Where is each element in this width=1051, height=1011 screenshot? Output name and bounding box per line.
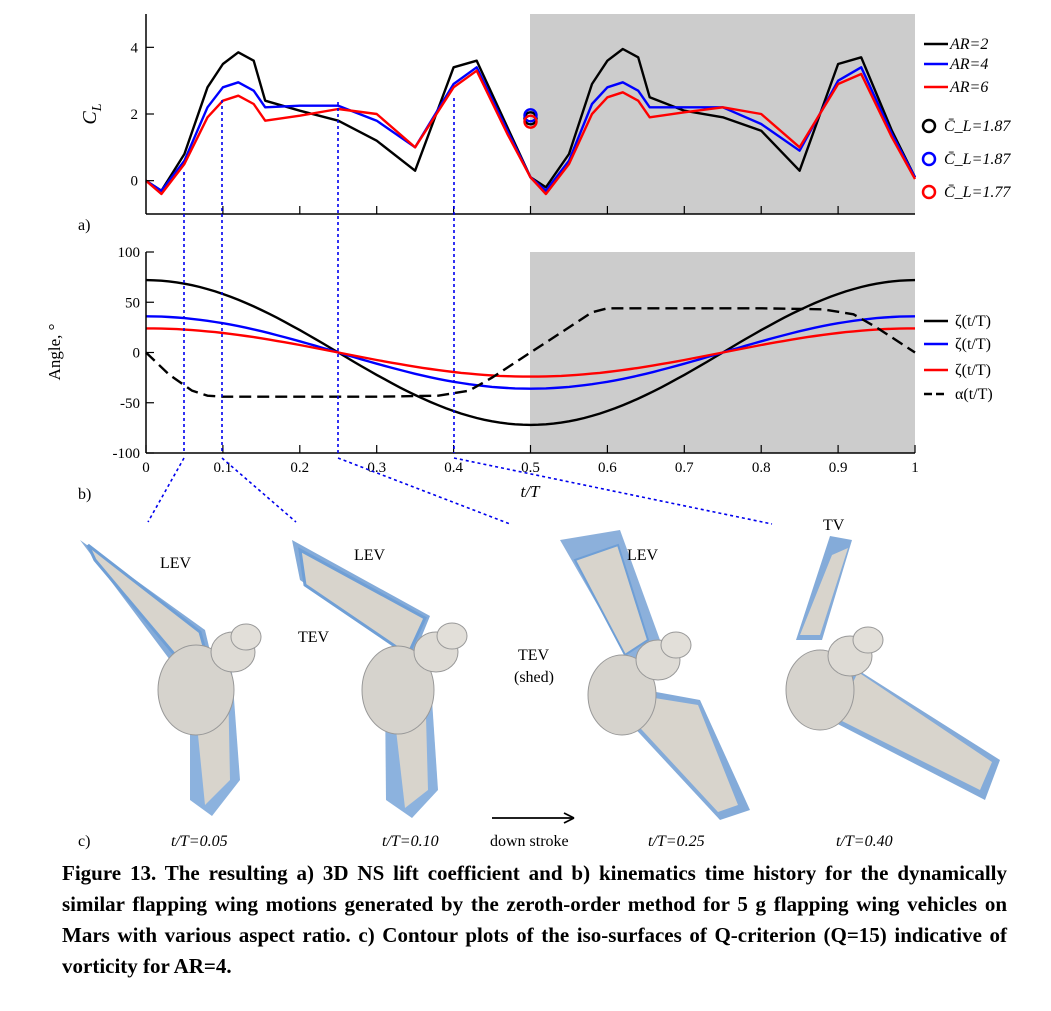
vorticity-snapshots: LEV LEV TEV LEV TEV (shed) TV t/T=0.05 t…: [78, 517, 1000, 850]
shaded-upstroke-a: [530, 14, 915, 214]
xtick-label-b-7: 0.7: [675, 460, 694, 476]
xtick-label-b-6: 0.6: [598, 460, 617, 476]
legend-ar6: AR=6: [949, 79, 988, 96]
label-lev-1: LEV: [160, 555, 192, 572]
panel-label-a: a): [78, 217, 90, 234]
legend-zeta-ar6: ζ(t/T): [955, 362, 991, 379]
label-lev-3: LEV: [627, 547, 659, 564]
label-tev-3: TEV: [518, 647, 550, 664]
legend-ar4: AR=4: [949, 56, 988, 73]
time-label-4: t/T=0.40: [836, 833, 893, 850]
legend-mean-ar4: C̄_L=1.87: [944, 151, 1011, 168]
time-label-3: t/T=0.25: [648, 833, 705, 850]
legend-ar2: AR=2: [949, 36, 988, 53]
time-label-2: t/T=0.10: [382, 833, 439, 850]
label-lev-2: LEV: [354, 547, 386, 564]
xtick-label-b-0: 0: [142, 460, 150, 476]
xtick-label-b-4: 0.4: [444, 460, 463, 476]
ytick-label-b-1: -50: [120, 396, 140, 412]
xtick-label-b-9: 0.9: [829, 460, 848, 476]
ytick-label-a-0: 0: [131, 174, 139, 190]
xtick-label-b-2: 0.2: [290, 460, 309, 476]
legend-zeta-ar4: ζ(t/T): [955, 336, 991, 353]
downstroke-label: down stroke: [490, 833, 569, 850]
legend-mean-ar2: C̄_L=1.87: [944, 118, 1011, 135]
snapshot-0.25: [560, 530, 750, 820]
series-a-2: [145, 69, 917, 196]
snapshot-0.10: [292, 540, 468, 818]
ytick-label-a-1: 2: [131, 107, 139, 123]
series-b-2: [146, 327, 915, 378]
snapshot-0.05: [80, 540, 262, 816]
panel-label-c: c): [78, 833, 90, 850]
ytick-label-b-2: 0: [133, 346, 141, 362]
y-label-b: Angle, °: [45, 324, 64, 381]
legend-mean-ar6: C̄_L=1.77: [944, 184, 1011, 201]
xtick-label-b-8: 0.8: [752, 460, 771, 476]
ytick-label-b-3: 50: [125, 295, 140, 311]
label-tev-2: TEV: [298, 629, 330, 646]
label-tv-4: TV: [823, 517, 845, 534]
figure-caption: Figure 13. The resulting a) 3D NS lift c…: [62, 858, 1007, 982]
x-label-b: t/T: [521, 482, 541, 501]
snapshot-0.40: [785, 536, 1000, 800]
series-b-1: [145, 315, 916, 390]
ytick-label-b-0: -100: [113, 446, 141, 462]
legend-a: AR=2 AR=4 AR=6 C̄_L=1.87 C̄_L=1.87 C̄_L=…: [921, 36, 1011, 201]
label-shed-3: (shed): [514, 669, 554, 686]
legend-zeta-ar2: ζ(t/T): [955, 313, 991, 330]
lift-coefficient-chart: 0 2 4 CL a) AR=2 AR=4 AR=6 C̄_L=1.87 C̄_L=…: [78, 14, 1011, 234]
legend-alpha: α(t/T): [955, 386, 993, 403]
series-b-3: [145, 307, 916, 398]
xtick-label-b-1: 0.1: [214, 460, 233, 476]
mean-marker-2: [523, 114, 538, 129]
xtick-label-b-5: 0.5: [521, 460, 540, 476]
xtick-label-b-3: 0.3: [367, 460, 386, 476]
ytick-label-a-2: 4: [131, 40, 139, 56]
panel-label-b: b): [78, 486, 91, 503]
mean-marker-1: [523, 108, 538, 123]
series-b-0: [145, 278, 916, 427]
y-label-a: CL: [79, 103, 105, 124]
time-label-1: t/T=0.05: [171, 833, 228, 850]
ytick-label-b-4: 100: [118, 245, 141, 261]
kinematics-chart: -100 -50 0 50 100 0 0.1 0.2 0.3 0.4 0.5 0.6 0.7 0.8 0.…: [45, 245, 993, 503]
caption-text: Figure 13. The resulting a) 3D NS lift c…: [62, 861, 1007, 978]
legend-b: ζ(t/T) ζ(t/T) ζ(t/T) α(t/T): [924, 313, 993, 403]
xtick-label-b-10: 1: [911, 460, 919, 476]
guide-lines: [147, 98, 773, 525]
